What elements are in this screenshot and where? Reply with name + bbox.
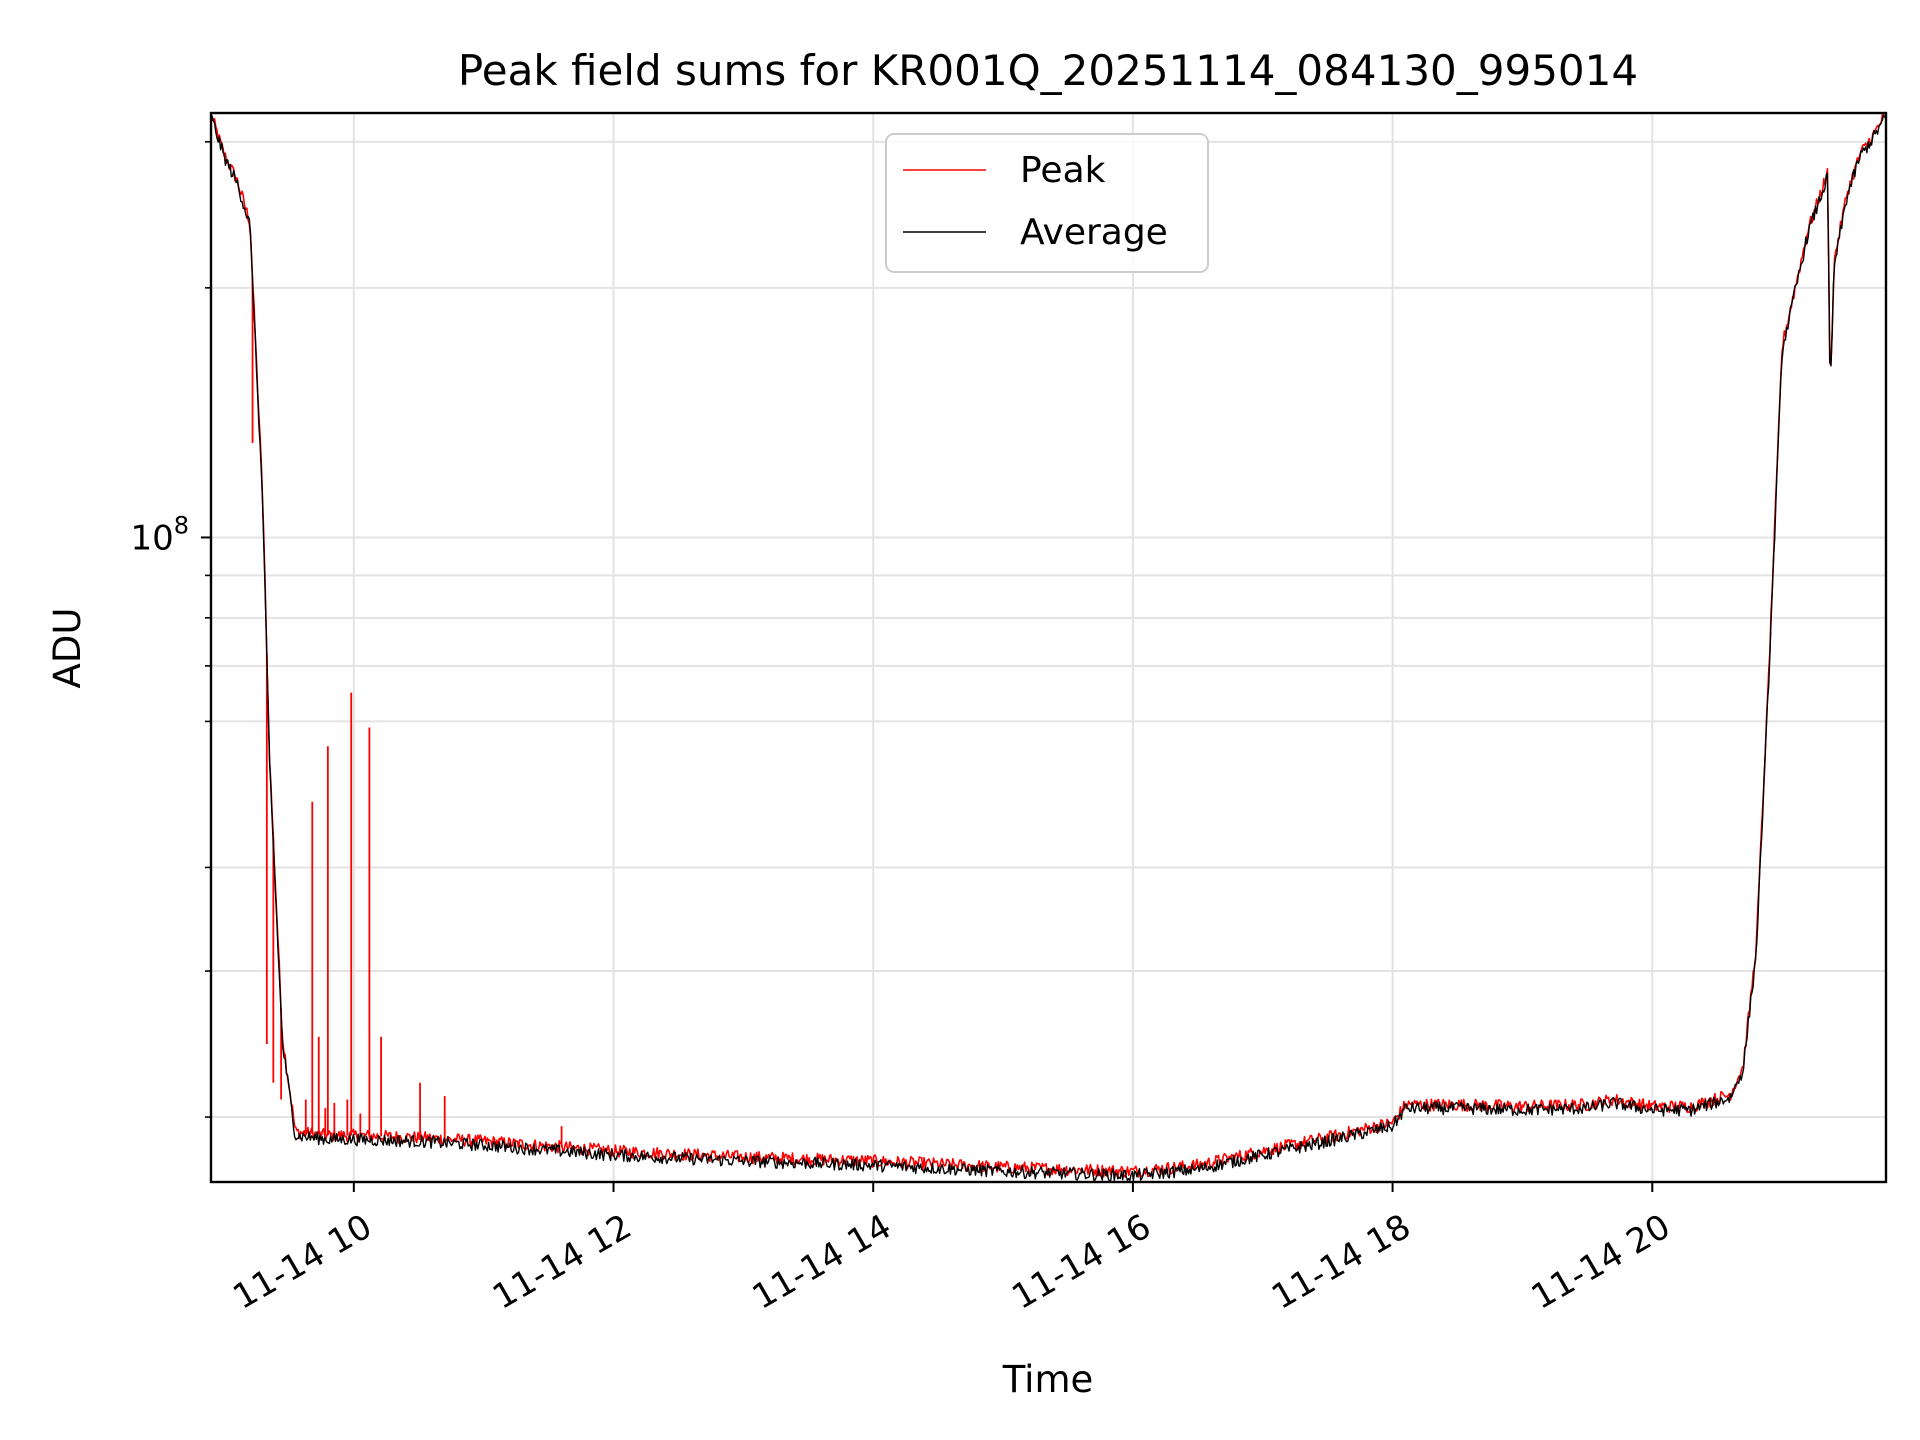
y-tick-label: 108 [130,511,189,558]
legend-label-peak: Peak [1020,150,1106,191]
series-average [210,114,1887,1182]
y-tick-label-base: 10 [130,518,173,558]
series-layer [210,112,1887,1182]
y-tick-label-exponent: 8 [174,511,189,539]
legend: Peak Average [885,133,1209,273]
x-axis-label: Time [1002,1358,1094,1401]
series-peak [210,112,1886,1178]
y-axis-label: ADU [46,608,89,689]
legend-label-average: Average [1020,212,1168,253]
plot-frame [209,111,1888,1184]
series-line-average [210,114,1887,1182]
series-line-peak [210,112,1886,1178]
legend-box [885,133,1209,273]
chart-title: Peak field sums for KR001Q_20251114_0841… [458,46,1638,95]
